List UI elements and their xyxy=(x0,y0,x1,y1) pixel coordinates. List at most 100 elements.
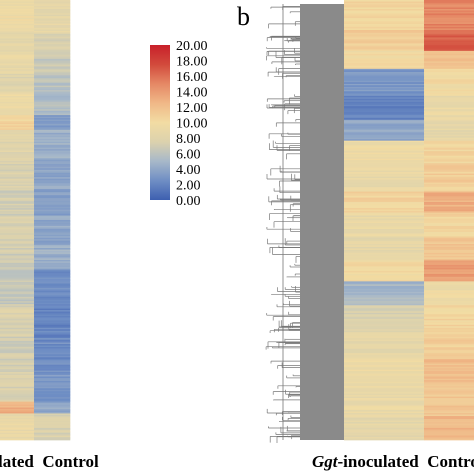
heatmap-cell xyxy=(34,35,71,38)
colorbar-tick-label: 10.00 xyxy=(176,117,208,132)
heatmap-cell xyxy=(34,129,71,132)
heatmap-cell xyxy=(424,74,474,77)
heatmap-cell xyxy=(424,375,474,378)
heatmap-cell xyxy=(0,262,35,265)
heatmap-cell xyxy=(424,130,474,133)
heatmap-cell xyxy=(0,369,35,371)
heatmap-cell xyxy=(34,31,71,33)
heatmap-cell xyxy=(344,8,425,11)
heatmap-cell xyxy=(344,11,425,14)
heatmap-cell xyxy=(34,352,71,355)
heatmap-cell xyxy=(34,318,71,321)
heatmap-cell xyxy=(424,197,474,200)
heatmap-cell xyxy=(424,2,474,5)
heatmap-cell xyxy=(344,95,425,98)
heatmap-cell xyxy=(424,372,474,375)
heatmap-cell xyxy=(34,256,71,259)
heatmap-cell xyxy=(34,63,71,66)
heatmap-cell xyxy=(34,152,71,154)
heatmap-cell xyxy=(344,2,425,5)
heatmap-cell xyxy=(34,218,71,221)
heatmap-cell xyxy=(424,302,474,305)
heatmap-cell xyxy=(424,170,474,173)
heatmap-cell xyxy=(34,299,71,302)
heatmap-cell xyxy=(424,311,474,314)
heatmap-cell xyxy=(344,299,425,302)
heatmap-cell xyxy=(0,318,35,321)
heatmap-cell xyxy=(344,357,425,360)
heatmap-cell xyxy=(424,338,474,341)
heatmap-cell xyxy=(0,73,35,76)
heatmap-cell xyxy=(34,125,71,128)
heatmap-cell xyxy=(344,384,425,387)
heatmap-cell xyxy=(344,309,425,312)
heatmap-cell xyxy=(344,119,425,122)
heatmap-cell xyxy=(0,220,35,222)
heatmap-cell xyxy=(34,382,71,385)
heatmap-cell xyxy=(34,355,71,358)
heatmap-cell xyxy=(34,335,71,337)
heatmap-cell xyxy=(34,149,71,151)
heatmap-cell xyxy=(344,248,425,251)
heatmap-cell xyxy=(424,26,474,29)
heatmap-cell xyxy=(0,326,35,329)
heatmap-cell xyxy=(344,425,425,427)
heatmap-cell xyxy=(34,59,71,61)
heatmap-cell xyxy=(0,395,35,398)
heatmap-cell xyxy=(344,402,425,405)
heatmap-cell xyxy=(0,397,35,400)
heatmap-cell xyxy=(0,203,35,206)
heatmap-cell xyxy=(344,329,425,332)
heatmap-cell xyxy=(34,126,71,129)
heatmap-cell xyxy=(0,100,35,103)
heatmap-cell xyxy=(0,406,35,408)
heatmap-cell xyxy=(34,267,71,270)
heatmap-cell xyxy=(0,138,35,141)
heatmap-cell xyxy=(344,291,425,294)
heatmap-cell xyxy=(424,179,474,182)
heatmap-cell xyxy=(34,84,71,86)
heatmap-cell xyxy=(34,342,71,345)
heatmap-cell xyxy=(424,333,474,336)
heatmap-cell xyxy=(34,44,71,47)
heatmap-cell xyxy=(34,20,71,23)
heatmap-cell xyxy=(34,326,71,329)
heatmap-cell xyxy=(0,150,35,153)
heatmap-cell xyxy=(0,283,35,286)
heatmap-cell xyxy=(424,249,474,252)
heatmap-cell xyxy=(424,91,474,94)
heatmap-cell xyxy=(344,100,425,103)
heatmap-cell xyxy=(344,225,425,228)
heatmap-cell xyxy=(34,413,71,416)
heatmap-cell xyxy=(344,71,425,74)
heatmap-cell xyxy=(344,137,425,140)
heatmap-cell xyxy=(424,94,474,97)
heatmap-cell xyxy=(424,193,474,195)
heatmap-cell xyxy=(34,403,71,405)
heatmap-cell xyxy=(34,369,71,371)
heatmap-cell xyxy=(424,281,474,284)
heatmap-cell xyxy=(0,383,35,386)
heatmap-cell xyxy=(34,349,71,352)
heatmap-cell xyxy=(34,131,71,134)
heatmap-cell xyxy=(34,398,71,401)
heatmap-cell xyxy=(344,350,425,353)
heatmap-cell xyxy=(0,346,35,349)
heatmap-cell xyxy=(34,360,71,363)
colorbar-tick-label: 2.00 xyxy=(176,179,201,194)
heatmap-cell xyxy=(424,109,474,112)
heatmap-cell xyxy=(344,368,425,371)
heatmap-cell xyxy=(34,321,71,324)
heatmap-cell xyxy=(0,341,35,343)
heatmap-cell xyxy=(0,414,35,417)
heatmap-cell xyxy=(34,317,71,320)
heatmap-cell xyxy=(34,214,71,216)
heatmap-cell xyxy=(344,82,425,85)
heatmap-cell xyxy=(344,17,425,20)
heatmap-cell xyxy=(424,297,474,300)
heatmap-cell xyxy=(34,113,71,116)
heatmap-cell xyxy=(424,228,474,231)
heatmap-cell xyxy=(424,276,474,279)
colorbar-tick-label: 6.00 xyxy=(176,148,201,163)
heatmap-cell xyxy=(344,98,425,101)
